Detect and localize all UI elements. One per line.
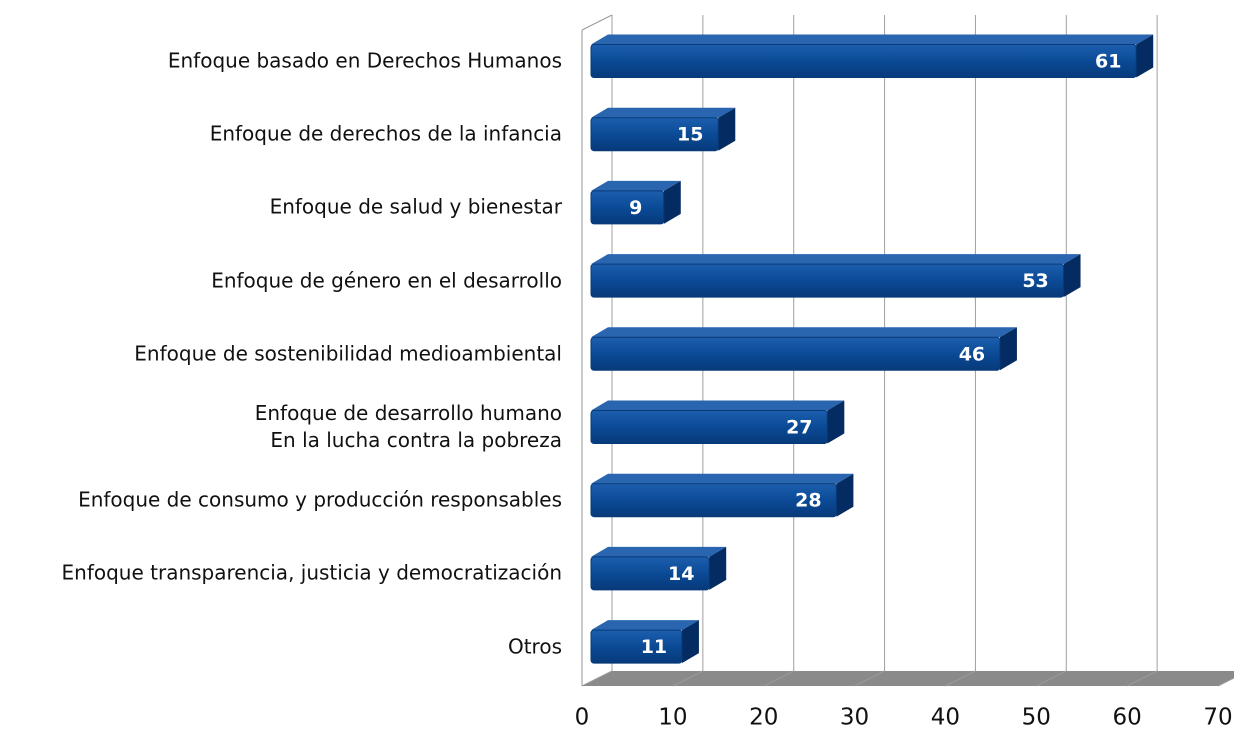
y-tick-label: Enfoque transparencia, justicia y democr…: [61, 560, 563, 585]
bar: [590, 629, 683, 664]
x-tick-label: 0: [575, 705, 590, 731]
bar: [590, 410, 828, 444]
data-label: 28: [795, 490, 821, 512]
bar: [590, 117, 719, 152]
bar-side: [663, 180, 681, 224]
bar-side: [1136, 34, 1154, 78]
data-label: 11: [641, 636, 667, 658]
bar-top: [591, 546, 727, 557]
bar: [590, 336, 1001, 371]
x-tick-label: 30: [840, 705, 869, 731]
bar: [590, 483, 837, 518]
bar: [590, 190, 665, 225]
floor-grid-line: [1217, 677, 1234, 687]
bar-side: [999, 327, 1017, 371]
y-tick-label: Enfoque de derechos de la infancia: [209, 121, 562, 146]
bar-side: [827, 400, 845, 444]
data-label: 14: [668, 563, 694, 585]
bar-top: [591, 180, 681, 191]
x-tick-label: 70: [1203, 705, 1232, 731]
bar-top: [591, 254, 1081, 265]
y-tick-label: Enfoque de consumo y producción responsa…: [78, 487, 562, 512]
bar: [590, 44, 1137, 78]
bar-side: [836, 473, 854, 517]
data-label: 53: [1022, 270, 1048, 292]
data-label: 27: [786, 417, 812, 439]
bar-top: [591, 107, 736, 118]
side-wall-edge: [581, 14, 613, 31]
bar-side: [1063, 254, 1081, 298]
bar: [590, 263, 1065, 298]
bar-top: [591, 327, 1017, 338]
floor-grid-line: [854, 670, 885, 687]
floor-grid-line: [672, 670, 704, 687]
y-tick-label: Enfoque de sostenibilidad medioambiental: [134, 341, 562, 366]
y-tick-label: Enfoque basado en Derechos Humanos: [167, 48, 562, 73]
x-tick-label: 40: [931, 705, 960, 731]
data-label: 9: [629, 197, 642, 219]
y-tick-label: Enfoque de salud y bienestar: [269, 194, 562, 219]
bar: [590, 556, 710, 591]
floor-grid-line: [945, 670, 976, 687]
data-label: 15: [677, 124, 703, 146]
bar-top: [591, 620, 699, 631]
x-tick-label: 20: [749, 705, 778, 731]
floor-grid-line: [763, 670, 794, 687]
bar-side: [681, 620, 699, 664]
y-tick-label: Enfoque de desarrollo humano En la lucha…: [254, 401, 562, 452]
bar-top: [591, 400, 845, 411]
data-label: 46: [959, 343, 985, 365]
y-tick-label: Otros: [507, 634, 562, 659]
bar-side: [718, 107, 736, 151]
y-tick-label: Enfoque de género en el desarrollo: [211, 268, 562, 293]
floor-grid-line: [581, 670, 613, 687]
floor-grid-line: [1126, 670, 1158, 687]
x-tick-label: 50: [1022, 705, 1051, 731]
bar-top: [591, 473, 854, 484]
x-tick-label: 60: [1113, 705, 1142, 731]
data-label: 61: [1095, 51, 1121, 73]
bar-side: [709, 546, 727, 590]
x-tick-label: 10: [658, 705, 687, 731]
bar-top: [591, 34, 1154, 45]
floor-grid-line: [1036, 670, 1067, 687]
floor: [582, 671, 1234, 686]
